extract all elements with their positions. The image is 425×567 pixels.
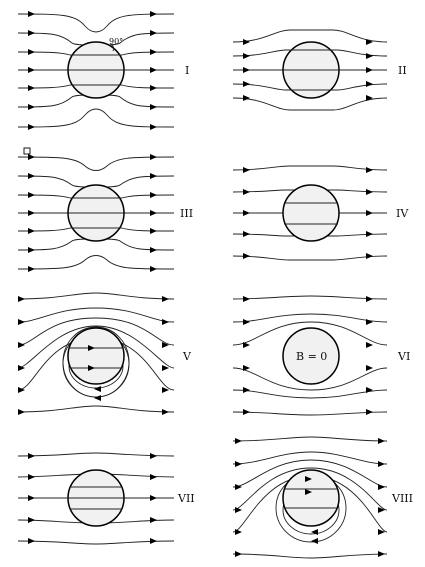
panel-4: IV	[232, 165, 409, 261]
panel-label: VI	[397, 350, 410, 363]
panel-5: V	[17, 292, 192, 415]
panel-7: VII	[17, 452, 195, 545]
panel-3: III	[17, 147, 193, 272]
panel-label: IV	[396, 207, 409, 220]
sphere	[282, 469, 340, 527]
sphere	[282, 327, 340, 385]
panel-2: II	[232, 29, 407, 111]
panel-label: VIII	[391, 492, 413, 505]
arrowheads	[28, 154, 157, 272]
panel-label: II	[398, 64, 407, 77]
panel-label: III	[180, 207, 193, 220]
inner-field-label: B = 0	[296, 350, 327, 363]
panel-label: VII	[177, 492, 195, 505]
arrowheads	[235, 438, 385, 557]
arrowheads	[28, 453, 157, 544]
arrowheads	[28, 11, 157, 130]
small-square-marker	[23, 147, 31, 155]
arrowheads	[243, 167, 373, 259]
arrowheads	[243, 296, 373, 415]
sphere	[282, 184, 340, 242]
sphere	[67, 327, 125, 385]
panel-1: 90° I	[17, 11, 189, 130]
panel-label: I	[185, 64, 189, 77]
panel-6: B = 0 VI	[232, 295, 410, 416]
panel-8: VIII	[232, 436, 413, 559]
arrowheads	[18, 296, 169, 415]
angle-annotation: 90°	[109, 37, 123, 46]
arrowheads	[243, 39, 373, 101]
panel-label: V	[182, 350, 192, 363]
